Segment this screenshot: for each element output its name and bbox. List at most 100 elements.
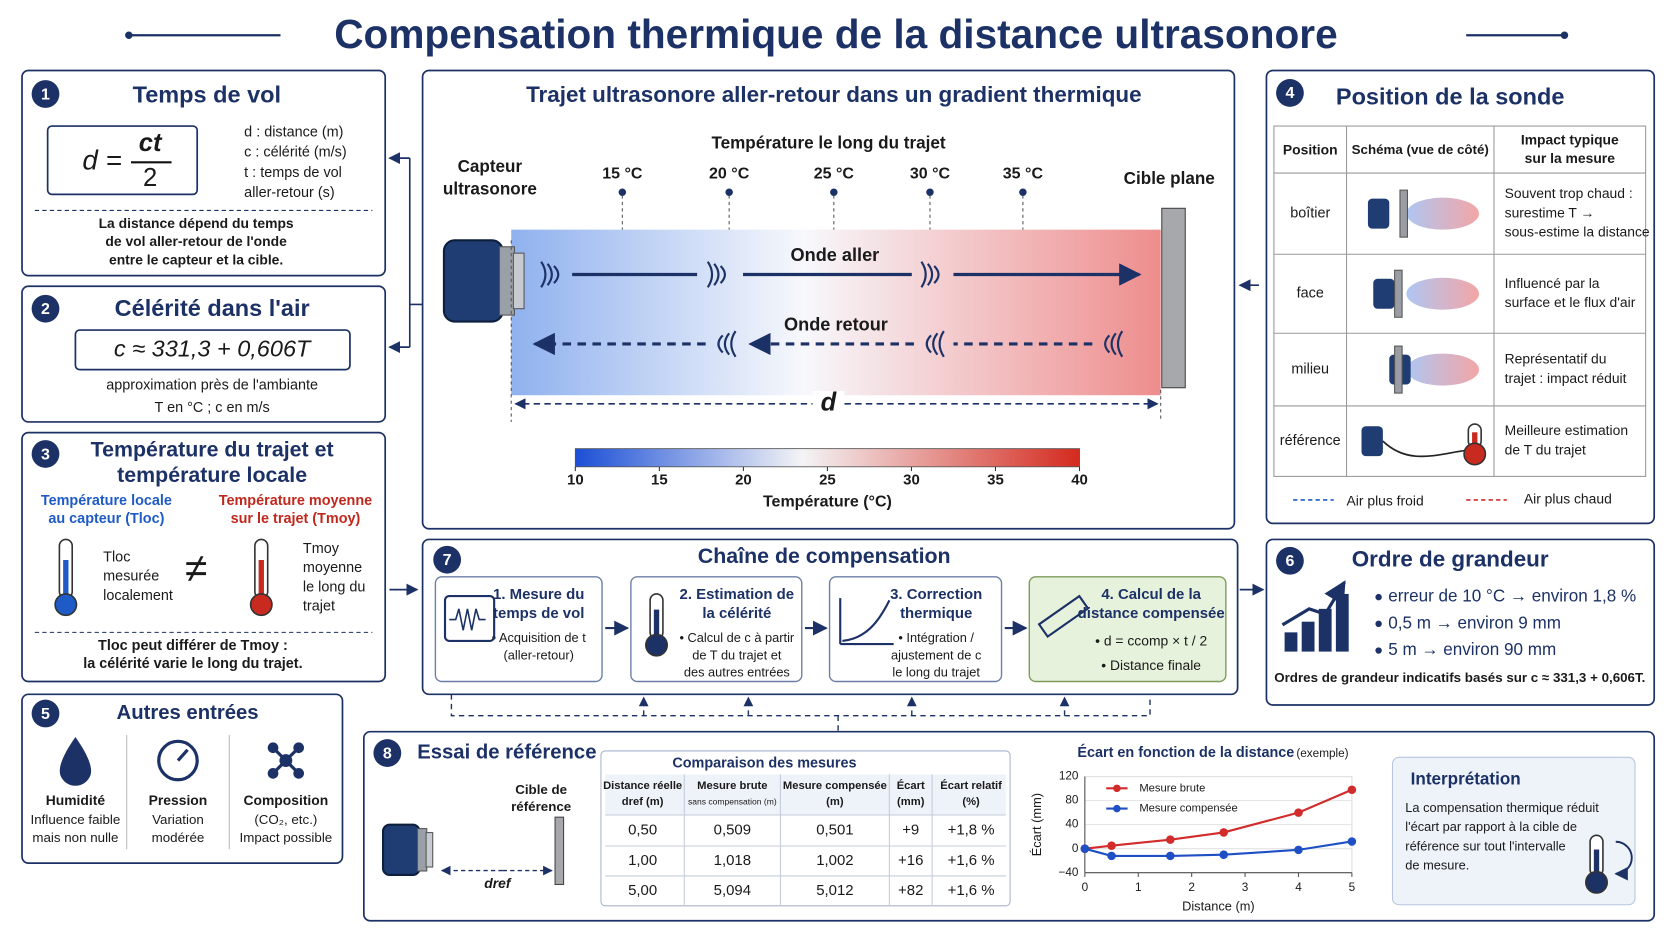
wave-arc: [719, 265, 726, 284]
icon-ruler: [1037, 594, 1090, 639]
badge-number: 1: [41, 85, 50, 103]
description: localement: [103, 588, 173, 604]
x-tick-label: 1: [1135, 881, 1142, 894]
table-header-bg: [605, 774, 1006, 816]
target: [1161, 207, 1186, 389]
colorbar-tick-label: 20: [735, 472, 752, 489]
interpretation-text: de mesure.: [1405, 858, 1469, 873]
table-cell: 1,002: [816, 852, 853, 869]
wave-arc: [717, 334, 724, 354]
wave-arc: [938, 330, 945, 358]
temperature-label: 35 °C: [1003, 164, 1044, 182]
data-point: [1219, 828, 1228, 837]
legend-text: d : distance (m): [244, 124, 343, 140]
air-sample: [1406, 353, 1480, 386]
step-desc: ajustement de c: [891, 647, 982, 662]
note: T en °C ; c en m/s: [155, 400, 270, 416]
legend-text: Mesure compensée: [1139, 803, 1237, 815]
wave-arc: [546, 263, 553, 286]
table-header: sans compensation (m): [688, 796, 777, 806]
thermometer-fluid: [63, 559, 69, 599]
table-cell: Meilleure estimation: [1505, 422, 1628, 438]
step-desc: • Acquisition de t: [492, 630, 587, 645]
x-tick-label: 3: [1242, 881, 1249, 894]
bullet-text: 0,5 m → environ 9 mm: [1388, 613, 1561, 632]
table-cell: 5,012: [816, 882, 853, 899]
table-cell: milieu: [1291, 361, 1329, 377]
target-label: référence: [511, 799, 571, 814]
description: Tloc: [103, 549, 130, 565]
wave-label: Onde retour: [784, 315, 888, 335]
temperature-dot: [830, 188, 838, 197]
colorbar: [574, 448, 1080, 468]
formula: ct: [139, 129, 163, 157]
bullet-text: 5 m → environ 90 mm: [1388, 640, 1556, 659]
label-local: Température locale: [41, 493, 172, 509]
mini-housing: [1399, 189, 1408, 238]
description: mesurée: [103, 569, 159, 585]
note: de vol aller-retour de l'onde: [105, 233, 287, 249]
panel-title: Chaîne de compensation: [698, 544, 951, 568]
step-desc: le long du trajet: [892, 664, 980, 679]
icon-drop: [59, 737, 92, 786]
temperature-dot: [1019, 188, 1027, 197]
mini-sensor: [1361, 426, 1383, 457]
step-desc: (aller-retour): [504, 647, 574, 662]
wave-arc: [925, 334, 932, 354]
badge-number: 4: [1285, 84, 1294, 102]
table-cell: +16: [898, 852, 923, 869]
panel: [21, 431, 387, 683]
temperature-dot: [725, 188, 733, 197]
sensor-ring: [498, 246, 515, 316]
bullet: [1375, 620, 1382, 628]
sensor-ring: [416, 828, 428, 872]
table-header: Écart: [897, 779, 925, 792]
icon-trend: [1281, 580, 1346, 627]
badge-number: 7: [443, 551, 452, 569]
table-cell: de T du trajet: [1505, 441, 1586, 457]
y-axis-title: Écart (mm): [1029, 793, 1044, 856]
target-label: Cible de: [515, 782, 567, 797]
panel-title: température locale: [117, 463, 307, 487]
table-header: Mesure brute: [697, 780, 767, 792]
y-tick-label: 0: [1072, 842, 1079, 855]
table-header: dref (m): [622, 796, 664, 808]
wave-arc: [920, 261, 927, 288]
data-point: [1107, 841, 1116, 850]
table-cell: Représentatif du: [1505, 351, 1607, 367]
table-cell: 5,094: [714, 882, 751, 899]
sensor-label: ultrasonore: [443, 180, 537, 199]
chart-subtitle: (exemple): [1296, 747, 1348, 760]
icon-bar: [1318, 608, 1332, 652]
table-cell: Influencé par la: [1505, 275, 1600, 291]
note: Ordres de grandeur indicatifs basés sur …: [1274, 670, 1645, 685]
table-cell: 0,501: [816, 821, 853, 838]
legend-text: Mesure brute: [1139, 782, 1205, 794]
data-point: [1347, 785, 1357, 795]
panel-title: Essai de référence: [417, 741, 596, 763]
table-cell: Souvent trop chaud :: [1505, 185, 1633, 201]
data-point: [1107, 851, 1116, 861]
cycle-arrow: [1614, 840, 1633, 881]
temperature-dot: [618, 188, 627, 197]
interpretation-text: référence sur tout l'intervalle: [1405, 838, 1565, 853]
table-header: Écart relatif: [940, 779, 1002, 792]
table-cell: boîtier: [1290, 205, 1330, 221]
air-sample: [1406, 197, 1480, 230]
wave-arc: [713, 263, 720, 286]
colorbar-tick-label: 30: [903, 472, 920, 489]
badge: [433, 545, 462, 574]
item-desc: Influence faible: [31, 812, 121, 827]
panel-title: Position de la sonde: [1336, 83, 1565, 109]
x-axis-title: Distance (m): [1182, 898, 1255, 913]
table-cell: +1,6 %: [948, 882, 995, 899]
table-cell: +82: [898, 882, 923, 899]
badge: [31, 294, 60, 323]
thermometer-fluid: [1593, 849, 1600, 876]
icon-bar: [1301, 621, 1315, 652]
table-cell: surface et le flux d'air: [1505, 294, 1636, 310]
temperature-label: 25 °C: [814, 164, 855, 182]
panel-title: Température du trajet et: [91, 437, 334, 461]
item-desc: Impact possible: [239, 830, 332, 845]
